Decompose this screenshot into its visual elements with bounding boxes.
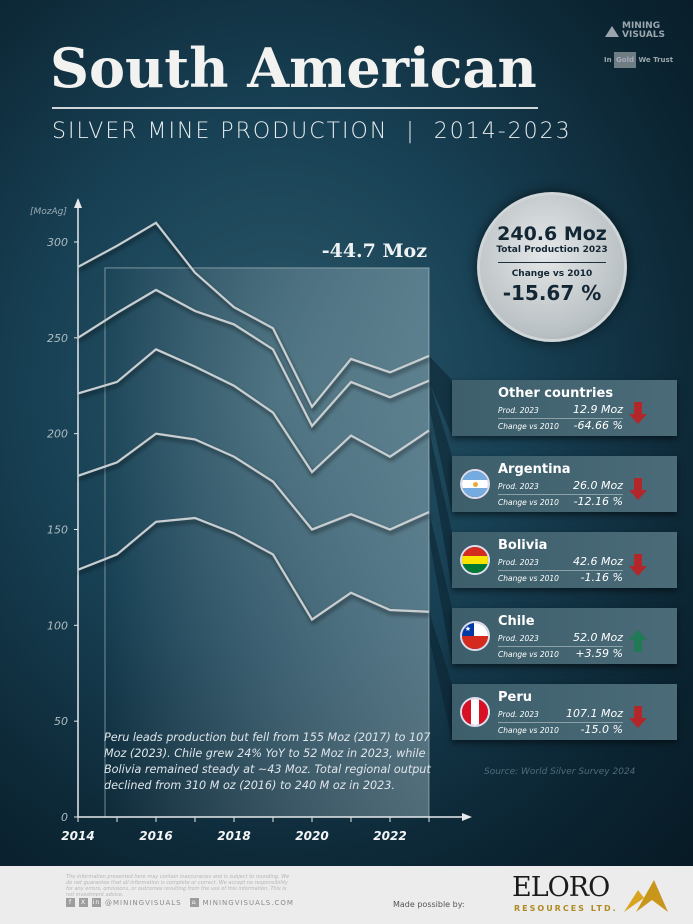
website-link[interactable]: MININGVISUALS.COM	[202, 898, 294, 907]
y-tick-label: 50	[54, 715, 68, 728]
source-text: Source: World Silver Survey 2024	[484, 767, 636, 777]
country-name: Chile	[498, 614, 535, 629]
decline-highlight-box	[104, 267, 430, 818]
y-tick-label: 0	[61, 811, 68, 824]
arrow-down-icon	[629, 554, 647, 576]
x-tick-label: 2022	[373, 829, 406, 843]
linkedin-icon[interactable]: in	[92, 898, 101, 907]
prod-value: 12.9 Moz	[573, 403, 623, 416]
country-card-peru: Peru Prod. 2023 107.1 Moz Change vs 2010 -15…	[452, 684, 677, 740]
home-icon: ⌂	[189, 898, 199, 907]
change-value: +3.59 %	[575, 647, 623, 660]
disclaimer: The information presented here may conta…	[66, 874, 290, 898]
series-line-3	[77, 432, 430, 531]
arrow-down-icon	[629, 402, 647, 424]
total-production-badge: 240.6 Moz Total Production 2023 Change v…	[477, 192, 627, 342]
country-name: Other countries	[498, 386, 614, 401]
argentina-flag-icon	[460, 469, 490, 499]
footer: The information presented here may conta…	[0, 866, 693, 924]
prod-label: Prod. 2023	[498, 710, 539, 719]
country-card-other-countries: Other countries Prod. 2023 12.9 Moz Change …	[452, 380, 677, 436]
change-value: -1.16 %	[580, 571, 623, 584]
sponsor-logo-mark	[624, 880, 668, 912]
logo-text-in: In	[604, 56, 612, 64]
total-production-value: 240.6 Moz	[497, 223, 607, 245]
connector	[429, 355, 452, 436]
country-card-argentina: Argentina Prod. 2023 26.0 Moz Change vs 201…	[452, 456, 677, 512]
total-production-label: Total Production 2023	[496, 245, 608, 255]
series-line-1	[77, 288, 430, 428]
prod-value: 107.1 Moz	[566, 707, 623, 720]
change-value: -15.0 %	[580, 723, 623, 736]
x-icon[interactable]: X	[79, 898, 88, 907]
y-tick-label: 300	[47, 236, 68, 249]
card-connectors	[429, 355, 452, 740]
y-axis-label: [MozAg]	[30, 207, 67, 217]
social-handle[interactable]: @MININGVISUALS	[105, 898, 182, 907]
change-label: Change vs 2010	[511, 269, 593, 279]
prod-label: Prod. 2023	[498, 634, 539, 643]
x-tick-label: 2014	[61, 829, 94, 843]
logo-text: MINING VISUALS	[622, 21, 666, 40]
prod-label: Prod. 2023	[498, 558, 539, 567]
prod-label: Prod. 2023	[498, 482, 539, 491]
made-possible-by: Made possible by:	[393, 900, 465, 909]
change-value: -12.16 %	[573, 495, 623, 508]
change-label: Change vs 2010	[498, 650, 559, 659]
decline-annotation: -44.7 Moz	[322, 240, 427, 262]
mountain-icon	[605, 25, 619, 37]
change-label: Change vs 2010	[498, 574, 559, 583]
facebook-icon[interactable]: f	[66, 898, 75, 907]
prod-value: 26.0 Moz	[573, 479, 623, 492]
country-name: Argentina	[498, 462, 571, 477]
country-name: Bolivia	[498, 538, 548, 553]
page-subtitle: SILVER MINE PRODUCTION | 2014-2023	[52, 119, 572, 144]
prod-label: Prod. 2023	[498, 406, 539, 415]
country-card-chile: ★ Chile Prod. 2023 52.0 Moz Change vs 2010 +3…	[452, 608, 677, 664]
change-label: Change vs 2010	[498, 422, 559, 431]
sponsor-logo-text: ELORO	[512, 872, 610, 903]
prod-value: 42.6 Moz	[573, 555, 623, 568]
country-name: Peru	[498, 690, 533, 705]
change-label: Change vs 2010	[498, 498, 559, 507]
series-line-0	[77, 221, 430, 409]
y-tick-label: 100	[47, 619, 68, 632]
connector	[429, 512, 452, 664]
x-axis-arrow-icon	[462, 813, 472, 821]
page-title: South American	[50, 36, 537, 100]
mining-visuals-logo: MINING VISUALS	[605, 22, 672, 40]
x-tick-label: 2016	[139, 829, 172, 843]
production-chart: -44.7 Moz 0 50 100 150 200 250 300 2014 2016 2018…	[30, 198, 472, 843]
series-line-2	[77, 348, 430, 474]
chart-note: Peru leads production but fell from 155 …	[104, 731, 431, 792]
social-links: f X in @MININGVISUALS ⌂ MININGVISUALS.CO…	[66, 898, 294, 907]
arrow-up-icon	[629, 630, 647, 652]
title-divider	[52, 107, 538, 109]
bolivia-flag-icon	[460, 545, 490, 575]
connector	[429, 430, 452, 588]
change-label: Change vs 2010	[498, 726, 559, 735]
arrow-down-icon	[629, 478, 647, 500]
series-line-4	[77, 516, 430, 622]
prod-value: 52.0 Moz	[573, 631, 623, 644]
country-card-bolivia: Bolivia Prod. 2023 42.6 Moz Change vs 2010 -…	[452, 532, 677, 588]
badge-divider	[498, 262, 606, 263]
y-tick-label: 250	[47, 332, 68, 345]
x-tick-label: 2020	[295, 829, 328, 843]
change-value: -15.67 %	[502, 281, 602, 305]
in-gold-we-trust-logo: In Gold We Trust	[604, 52, 674, 68]
logo-text-gold: Gold	[614, 52, 636, 68]
change-value: -64.66 %	[573, 419, 623, 432]
sponsor-logo-subtext: RESOURCES LTD.	[514, 904, 618, 913]
connector	[429, 380, 452, 512]
y-axis-arrow-icon	[74, 198, 82, 208]
arrow-down-icon	[629, 706, 647, 728]
logo-text-trust: We Trust	[638, 56, 674, 64]
y-tick-label: 200	[47, 428, 68, 441]
peru-flag-icon	[460, 697, 490, 727]
x-tick-label: 2018	[217, 829, 250, 843]
chile-flag-icon: ★	[460, 621, 490, 651]
y-tick-label: 150	[47, 524, 68, 537]
connector	[429, 611, 452, 740]
